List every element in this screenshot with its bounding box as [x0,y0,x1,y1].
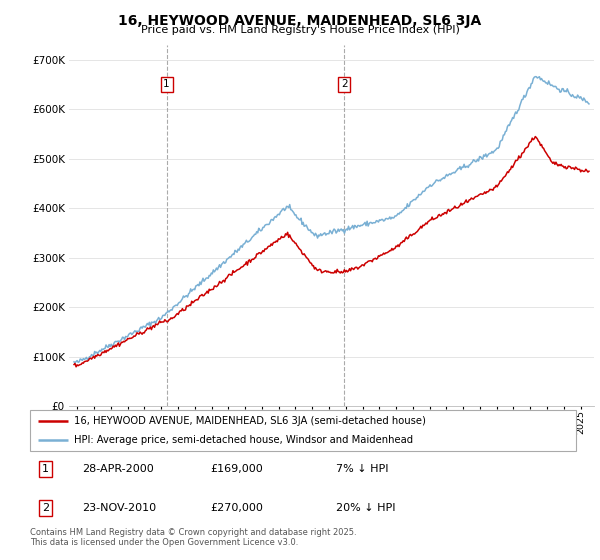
Text: 28-APR-2000: 28-APR-2000 [82,464,154,474]
Text: 1: 1 [42,464,49,474]
Text: Price paid vs. HM Land Registry's House Price Index (HPI): Price paid vs. HM Land Registry's House … [140,25,460,35]
Text: 20% ↓ HPI: 20% ↓ HPI [336,503,395,513]
Text: 2: 2 [42,503,49,513]
Text: 23-NOV-2010: 23-NOV-2010 [82,503,156,513]
Text: Contains HM Land Registry data © Crown copyright and database right 2025.
This d: Contains HM Land Registry data © Crown c… [30,528,356,547]
Text: £169,000: £169,000 [210,464,263,474]
Text: 7% ↓ HPI: 7% ↓ HPI [336,464,388,474]
Text: 16, HEYWOOD AVENUE, MAIDENHEAD, SL6 3JA (semi-detached house): 16, HEYWOOD AVENUE, MAIDENHEAD, SL6 3JA … [74,417,425,426]
Text: 2: 2 [341,80,347,90]
Text: 16, HEYWOOD AVENUE, MAIDENHEAD, SL6 3JA: 16, HEYWOOD AVENUE, MAIDENHEAD, SL6 3JA [118,14,482,28]
Text: 1: 1 [163,80,170,90]
Text: HPI: Average price, semi-detached house, Windsor and Maidenhead: HPI: Average price, semi-detached house,… [74,435,413,445]
Text: £270,000: £270,000 [210,503,263,513]
